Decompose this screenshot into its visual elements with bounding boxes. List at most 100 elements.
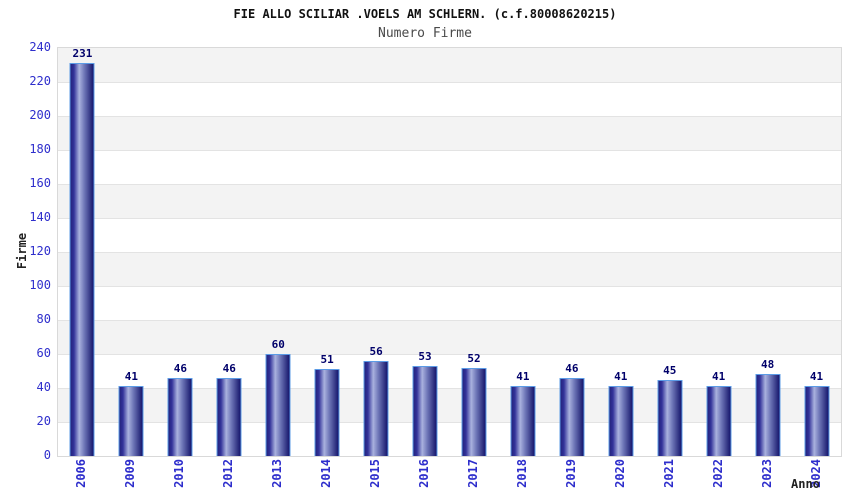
y-tick-label: 0 bbox=[43, 448, 51, 462]
y-tick-label: 60 bbox=[36, 346, 51, 360]
x-tick-slot: 2016 bbox=[400, 459, 449, 499]
y-tick-label: 220 bbox=[29, 74, 51, 88]
bar-value-label: 48 bbox=[760, 358, 775, 372]
x-tick-slot: 2009 bbox=[106, 459, 155, 499]
x-tick-label: 2020 bbox=[612, 459, 627, 488]
y-tick-label: 240 bbox=[29, 40, 51, 54]
x-tick-label: 2014 bbox=[319, 459, 334, 488]
bar-slot: 41 bbox=[694, 48, 743, 456]
x-tick-label: 2017 bbox=[465, 459, 480, 488]
bar-2015 bbox=[363, 360, 389, 456]
bar-2017 bbox=[461, 367, 487, 456]
y-tick-label: 100 bbox=[29, 278, 51, 292]
x-tick-slot: 2010 bbox=[155, 459, 204, 499]
x-tick-slot: 2021 bbox=[644, 459, 693, 499]
grid-band bbox=[58, 48, 841, 82]
bar-slot: 41 bbox=[107, 48, 156, 456]
y-tick-label: 40 bbox=[36, 380, 51, 394]
bar-value-label: 41 bbox=[712, 370, 726, 384]
y-tick-label: 180 bbox=[29, 142, 51, 156]
bar-2016 bbox=[412, 365, 438, 456]
y-tick-label: 140 bbox=[29, 210, 51, 224]
x-axis-title: Anno bbox=[791, 477, 820, 491]
bar-2009 bbox=[118, 386, 144, 456]
x-tick-label: 2015 bbox=[368, 459, 383, 488]
plot-area: 231 41 46 46 60 51 56 53 52 41 46 41 45 41 48 41 bbox=[57, 47, 842, 457]
bar-value-label: 53 bbox=[418, 349, 432, 363]
bar-value-label: 41 bbox=[614, 370, 628, 384]
x-tick-slot: 2018 bbox=[497, 459, 546, 499]
y-tick-label: 200 bbox=[29, 108, 51, 122]
bar-value-label: 52 bbox=[467, 351, 481, 365]
x-tick-slot: 2015 bbox=[351, 459, 400, 499]
bar-2022 bbox=[706, 386, 732, 456]
bar-2018 bbox=[510, 386, 536, 456]
x-tick-label: 2019 bbox=[563, 459, 578, 488]
x-tick-label: 2021 bbox=[661, 459, 676, 488]
bar-value-label: 60 bbox=[271, 338, 285, 351]
chart-subtitle: Numero Firme bbox=[378, 26, 472, 41]
x-tick-slot: 2006 bbox=[57, 459, 106, 499]
x-tick-slot: 2012 bbox=[204, 459, 253, 499]
x-axis: 2006 2009 2010 2012 2013 2014 2015 2016 2017 2018… bbox=[57, 459, 840, 499]
chart-title: FIE ALLO SCILIAR .VOELS AM SCHLERN. (c.f… bbox=[233, 7, 617, 21]
y-tick-label: 80 bbox=[36, 312, 51, 326]
bar-value-label: 41 bbox=[516, 370, 530, 384]
bar-slot: 41 bbox=[596, 48, 645, 456]
bar-2021 bbox=[657, 379, 683, 456]
bar-2019 bbox=[559, 377, 585, 456]
x-tick-slot: 2022 bbox=[693, 459, 742, 499]
grid-band bbox=[58, 115, 841, 150]
x-tick-slot: 2019 bbox=[546, 459, 595, 499]
bar-slot: 46 bbox=[547, 48, 596, 456]
bar-value-label: 51 bbox=[320, 353, 334, 367]
bar-slot: 46 bbox=[205, 48, 254, 456]
bar-value-label: 46 bbox=[173, 361, 187, 375]
bar-value-label: 41 bbox=[809, 370, 824, 384]
grid-band bbox=[58, 81, 841, 116]
y-tick-label: 120 bbox=[29, 244, 51, 258]
grid-band bbox=[58, 217, 841, 252]
bar-2012 bbox=[216, 377, 242, 456]
bar-slot: 45 bbox=[645, 48, 694, 456]
x-tick-slot: 2013 bbox=[253, 459, 302, 499]
x-tick-label: 2009 bbox=[123, 459, 138, 488]
x-tick-label: 2023 bbox=[759, 459, 774, 488]
grid-band bbox=[58, 149, 841, 184]
bar-slot: 41 bbox=[498, 48, 547, 456]
x-tick-label: 2016 bbox=[417, 459, 432, 488]
x-tick-label: 2013 bbox=[270, 459, 285, 488]
bar-slot: 51 bbox=[303, 48, 352, 456]
bar-slot: 56 bbox=[352, 48, 401, 456]
bar-slot: 231 bbox=[58, 48, 107, 456]
bar-2006 bbox=[69, 63, 95, 456]
x-tick-label: 2012 bbox=[221, 459, 236, 488]
x-tick-slot: 2017 bbox=[449, 459, 498, 499]
bar-value-label: 56 bbox=[369, 344, 383, 358]
grid-band bbox=[58, 183, 841, 218]
x-tick-label: 2006 bbox=[74, 459, 89, 488]
bar-2014 bbox=[314, 369, 340, 456]
x-tick-label: 2018 bbox=[514, 459, 529, 488]
bar-2023 bbox=[755, 374, 781, 456]
x-tick-slot: 2020 bbox=[595, 459, 644, 499]
bar-2024 bbox=[804, 386, 830, 456]
bar-slot: 52 bbox=[450, 48, 499, 456]
bar-value-label: 45 bbox=[663, 363, 677, 377]
x-tick-slot: 2023 bbox=[742, 459, 791, 499]
bar-value-label: 46 bbox=[565, 361, 579, 375]
y-axis: 240 220 200 180 160 140 120 100 80 60 40 20 0 bbox=[0, 40, 51, 462]
x-tick-slot: 2014 bbox=[302, 459, 351, 499]
bar-slot: 41 bbox=[792, 48, 841, 456]
y-tick-label: 20 bbox=[36, 414, 51, 428]
x-tick-label: 2022 bbox=[710, 459, 725, 488]
bar-slot: 60 bbox=[254, 48, 303, 456]
bar-slot: 46 bbox=[156, 48, 205, 456]
grid-band bbox=[58, 251, 841, 286]
bar-2010 bbox=[167, 377, 193, 456]
bar-slot: 53 bbox=[401, 48, 450, 456]
bar-value-label: 46 bbox=[222, 361, 236, 375]
grid-band bbox=[58, 285, 841, 320]
bars-layer: 231 41 46 46 60 51 56 53 52 41 46 41 45 41 48 41 bbox=[58, 48, 841, 456]
